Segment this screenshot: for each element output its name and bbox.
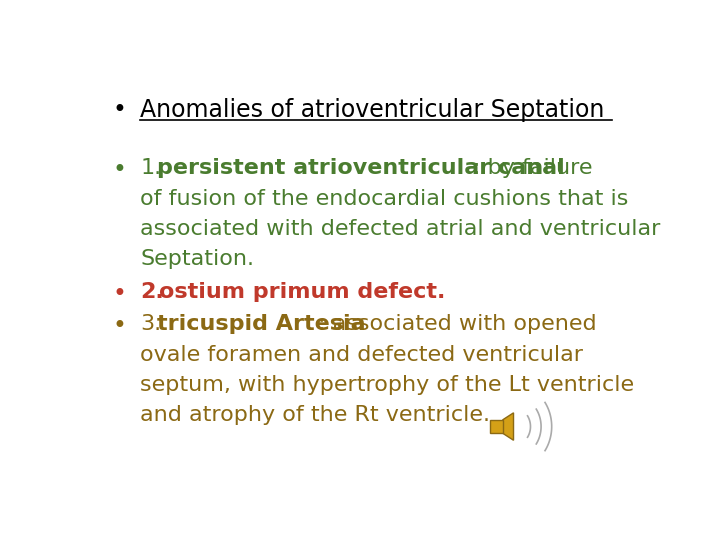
Text: •: • xyxy=(112,282,126,306)
Polygon shape xyxy=(503,413,513,440)
Text: Septation.: Septation. xyxy=(140,249,254,269)
Text: associated with defected atrial and ventricular: associated with defected atrial and vent… xyxy=(140,219,660,239)
Text: persistent atrioventricular canal: persistent atrioventricular canal xyxy=(156,158,564,178)
Text: 1.: 1. xyxy=(140,158,161,178)
Text: : by failure: : by failure xyxy=(472,158,592,178)
Text: •: • xyxy=(112,158,126,183)
Text: of fusion of the endocardial cushions that is: of fusion of the endocardial cushions th… xyxy=(140,188,629,208)
Text: 3.: 3. xyxy=(140,314,161,334)
Text: 2.: 2. xyxy=(140,282,164,302)
Text: tricuspid Artesia: tricuspid Artesia xyxy=(156,314,365,334)
Text: Anomalies of atrioventricular Septation: Anomalies of atrioventricular Septation xyxy=(140,98,605,122)
Polygon shape xyxy=(490,420,503,434)
Text: ovale foramen and defected ventricular: ovale foramen and defected ventricular xyxy=(140,345,583,364)
Text: •: • xyxy=(112,98,126,122)
Text: : associated with opened: : associated with opened xyxy=(318,314,597,334)
Text: ostium primum defect.: ostium primum defect. xyxy=(158,282,445,302)
Text: and atrophy of the Rt ventricle.: and atrophy of the Rt ventricle. xyxy=(140,406,490,426)
Text: •: • xyxy=(112,314,126,338)
Text: septum, with hypertrophy of the Lt ventricle: septum, with hypertrophy of the Lt ventr… xyxy=(140,375,634,395)
